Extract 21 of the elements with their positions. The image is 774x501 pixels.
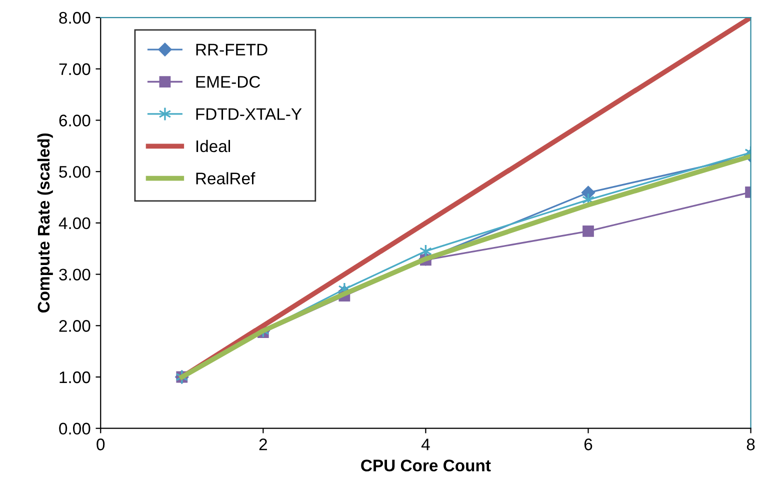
y-tick-label: 5.00: [59, 166, 90, 178]
legend-label: RealRef: [196, 172, 256, 184]
y-tick-label: 3.00: [59, 268, 90, 280]
legend-label: FDTD-XTAL-Y: [196, 108, 302, 120]
y-tick-label: 8.00: [59, 12, 90, 24]
y-tick-label: 7.00: [59, 63, 90, 76]
legend-label: EME-DC: [196, 76, 260, 88]
x-tick-label: 2: [259, 438, 267, 450]
x-tick-label: 6: [584, 438, 592, 450]
y-tick-label: 6.00: [59, 114, 90, 126]
y-tick-label: 0.00: [59, 422, 90, 435]
x-tick-label: 4: [421, 438, 430, 450]
y-axis-title: Compute Rate (scaled): [37, 133, 53, 313]
x-tick-label: 8: [746, 438, 755, 450]
x-tick-label: 0: [96, 438, 105, 450]
legend-label: Ideal: [196, 140, 230, 152]
y-tick-label: 1.00: [60, 371, 90, 384]
legend-label: RR-FETD: [196, 44, 268, 56]
y-tick-label: 4.00: [58, 217, 90, 230]
x-axis-title: CPU Core Count: [361, 460, 491, 472]
y-tick-label: 2.00: [59, 320, 90, 332]
